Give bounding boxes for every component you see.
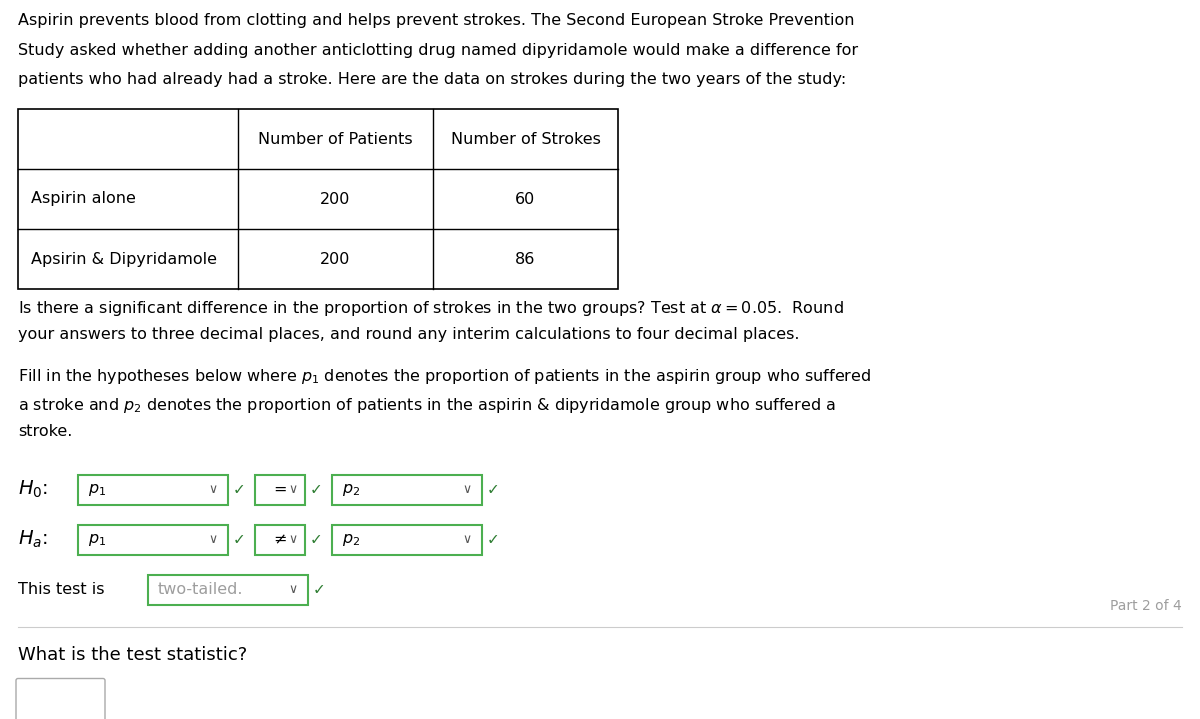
Text: ∨: ∨ <box>209 533 217 546</box>
Text: 86: 86 <box>515 252 535 267</box>
Text: Is there a significant difference in the proportion of strokes in the two groups: Is there a significant difference in the… <box>18 299 844 318</box>
Text: $p_1$: $p_1$ <box>88 482 106 498</box>
Text: Part 2 of 4: Part 2 of 4 <box>1110 600 1182 613</box>
Text: 200: 200 <box>320 252 350 267</box>
Text: ∨: ∨ <box>462 533 472 546</box>
Text: $p_2$: $p_2$ <box>342 531 360 547</box>
Text: 60: 60 <box>515 191 535 206</box>
Text: two-tailed.: two-tailed. <box>158 582 244 597</box>
Text: ✓: ✓ <box>310 532 323 547</box>
FancyBboxPatch shape <box>78 475 228 505</box>
Text: =: = <box>274 482 287 497</box>
Text: ≠: ≠ <box>274 532 287 547</box>
FancyBboxPatch shape <box>148 574 308 605</box>
FancyBboxPatch shape <box>256 524 305 554</box>
Text: a stroke and $p_2$ denotes the proportion of patients in the aspirin & dipyridam: a stroke and $p_2$ denotes the proportio… <box>18 396 835 415</box>
Text: ✓: ✓ <box>233 532 246 547</box>
Text: Number of Strokes: Number of Strokes <box>450 132 600 147</box>
Text: Aspirin alone: Aspirin alone <box>31 191 136 206</box>
Text: ∨: ∨ <box>288 533 298 546</box>
Text: Number of Patients: Number of Patients <box>258 132 413 147</box>
Text: Fill in the hypotheses below where $p_1$ denotes the proportion of patients in t: Fill in the hypotheses below where $p_1$… <box>18 367 871 387</box>
Text: your answers to three decimal places, and round any interim calculations to four: your answers to three decimal places, an… <box>18 327 799 342</box>
Text: ∨: ∨ <box>288 583 298 596</box>
Text: $p_2$: $p_2$ <box>342 482 360 498</box>
Bar <box>18 109 618 289</box>
Text: Apsirin & Dipyridamole: Apsirin & Dipyridamole <box>31 252 217 267</box>
Text: ✓: ✓ <box>233 482 246 497</box>
Text: ∨: ∨ <box>209 483 217 496</box>
FancyBboxPatch shape <box>332 524 482 554</box>
Text: What is the test statistic?: What is the test statistic? <box>18 646 247 664</box>
Text: $p_1$: $p_1$ <box>88 531 106 547</box>
FancyBboxPatch shape <box>256 475 305 505</box>
Text: stroke.: stroke. <box>18 424 72 439</box>
FancyBboxPatch shape <box>332 475 482 505</box>
Text: ∨: ∨ <box>462 483 472 496</box>
Text: Study asked whether adding another anticlotting drug named dipyridamole would ma: Study asked whether adding another antic… <box>18 42 858 58</box>
Text: $H_0$:: $H_0$: <box>18 479 48 500</box>
Text: patients who had already had a stroke. Here are the data on strokes during the t: patients who had already had a stroke. H… <box>18 72 846 87</box>
Text: ✓: ✓ <box>487 532 499 547</box>
Text: ✓: ✓ <box>310 482 323 497</box>
Text: $H_a$:: $H_a$: <box>18 529 48 550</box>
FancyBboxPatch shape <box>16 679 106 719</box>
Text: Aspirin prevents blood from clotting and helps prevent strokes. The Second Europ: Aspirin prevents blood from clotting and… <box>18 13 854 28</box>
Text: 200: 200 <box>320 191 350 206</box>
Text: ∨: ∨ <box>288 483 298 496</box>
FancyBboxPatch shape <box>78 524 228 554</box>
Text: ✓: ✓ <box>313 582 325 597</box>
Text: This test is: This test is <box>18 582 104 597</box>
Text: ✓: ✓ <box>487 482 499 497</box>
